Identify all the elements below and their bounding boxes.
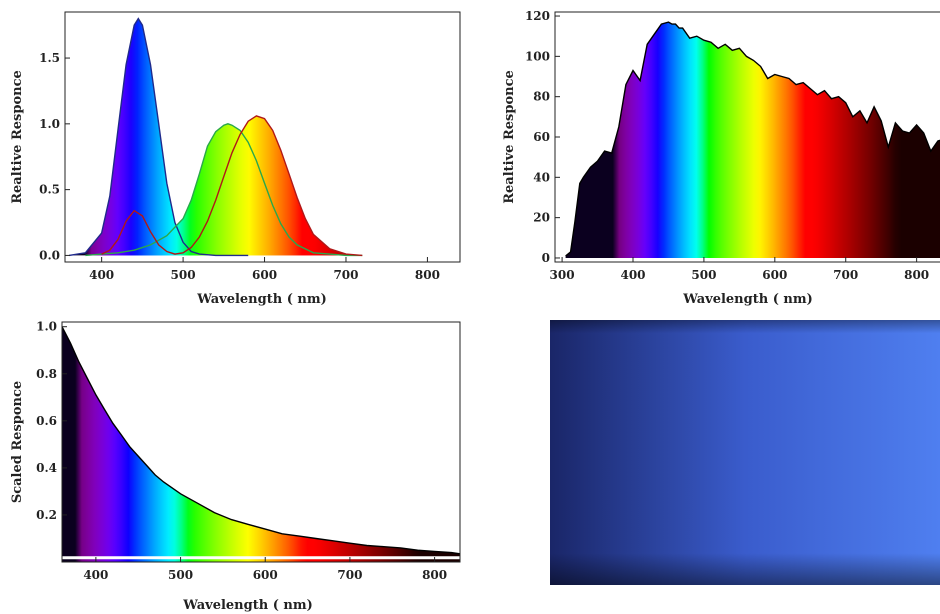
light-spectrum-x-axis-label: Wavelength ( nm): [682, 292, 813, 307]
cone-response-area-2: [101, 115, 363, 256]
cone-response-series-line-2: [101, 115, 363, 257]
scaled-response-areas: [62, 326, 460, 562]
blue-color-swatch: [550, 320, 940, 585]
cone-response-ticks: 400 500 600 700 800 0.0 0.5 1.0 1.5: [39, 51, 440, 282]
light-spectrum-series-line-0: [565, 21, 940, 257]
scaled-response-x-tick-label: 500: [168, 568, 193, 582]
blue-swatch-shading: [550, 320, 940, 585]
cone-response-y-tick-label: 1.0: [39, 117, 60, 131]
scaled-response-x-tick-label: 600: [253, 568, 278, 582]
light-spectrum-x-tick-label: 500: [691, 268, 716, 282]
cone-response-x-tick-label: 400: [89, 268, 114, 282]
scaled-response-x-tick-label: 400: [83, 568, 108, 582]
light-spectrum-x-tick-label: 700: [833, 268, 858, 282]
light-spectrum-y-axis-label: Realtive Responce: [502, 70, 517, 204]
scaled-response-y-tick-label: 0.4: [36, 461, 57, 475]
cone-response-x-tick-label: 600: [252, 268, 277, 282]
light-spectrum-x-tick-label: 800: [904, 268, 929, 282]
light-spectrum-lines: [565, 21, 940, 257]
cone-response-chart: 400 500 600 700 800 0.0 0.5 1.0 1.5 Wavelength (…: [10, 11, 461, 307]
cone-response-x-tick-label: 800: [415, 268, 440, 282]
scaled-response-series-line-0: [62, 326, 460, 555]
light-spectrum-y-tick-label: 80: [533, 90, 550, 104]
scaled-response-y-tick-label: 1.0: [36, 320, 57, 334]
cone-response-y-tick-label: 1.5: [39, 51, 60, 65]
cone-response-x-axis-label: Wavelength ( nm): [196, 292, 327, 307]
scaled-response-y-tick-label: 0.6: [36, 414, 57, 428]
scaled-response-x-axis-label: Wavelength ( nm): [182, 598, 313, 613]
scaled-response-x-tick-label: 700: [337, 568, 362, 582]
cone-response-y-axis-label: Realtive Responce: [10, 70, 25, 204]
cone-response-x-tick-label: 500: [171, 268, 196, 282]
cone-response-areas: [69, 18, 363, 256]
light-spectrum-x-tick-label: 300: [550, 268, 575, 282]
scaled-response-y-tick-label: 0.2: [36, 508, 57, 522]
light-spectrum-y-tick-label: 100: [525, 49, 550, 63]
light-spectrum-y-tick-label: 120: [525, 9, 550, 23]
light-spectrum-y-tick-label: 0: [542, 251, 550, 265]
scaled-response-area-0: [62, 326, 460, 562]
cone-response-series-line-1: [85, 123, 363, 257]
scaled-response-x-tick-label: 800: [422, 568, 447, 582]
light-spectrum-y-tick-label: 40: [533, 170, 550, 184]
cone-response-y-tick-label: 0.0: [39, 248, 60, 262]
cone-response-series-line-0: [68, 17, 249, 257]
light-spectrum-y-tick-label: 20: [533, 211, 550, 225]
cone-response-area-0: [69, 18, 249, 256]
light-spectrum-y-tick-label: 60: [533, 130, 550, 144]
scaled-response-y-tick-label: 0.8: [36, 367, 57, 381]
scaled-response-y-axis-label: Scaled Responce: [10, 381, 25, 503]
cone-response-plot-frame: [64, 11, 461, 263]
light-spectrum-x-tick-label: 400: [620, 268, 645, 282]
scaled-response-plot-frame: [61, 321, 461, 563]
light-spectrum-x-tick-label: 600: [762, 268, 787, 282]
light-spectrum-ticks: 300 400 500 600 700 800 0 20 40 60 80 100 120: [525, 9, 929, 282]
scaled-response-lines: [62, 326, 460, 560]
light-spectrum-area-0: [565, 22, 940, 258]
cone-response-lines: [68, 17, 363, 257]
light-spectrum-chart: 300 400 500 600 700 800 0 20 40 60 80 100 120 Wavele…: [502, 9, 940, 307]
cone-response-x-tick-label: 700: [333, 268, 358, 282]
scaled-response-chart: 400 500 600 700 800 0.2 0.4 0.6 0.8 1.0 Wavelengt…: [10, 320, 461, 613]
cone-response-y-tick-label: 0.5: [39, 183, 60, 197]
scaled-response-ticks: 400 500 600 700 800 0.2 0.4 0.6 0.8 1.0: [36, 320, 447, 582]
light-spectrum-areas: [565, 22, 940, 258]
